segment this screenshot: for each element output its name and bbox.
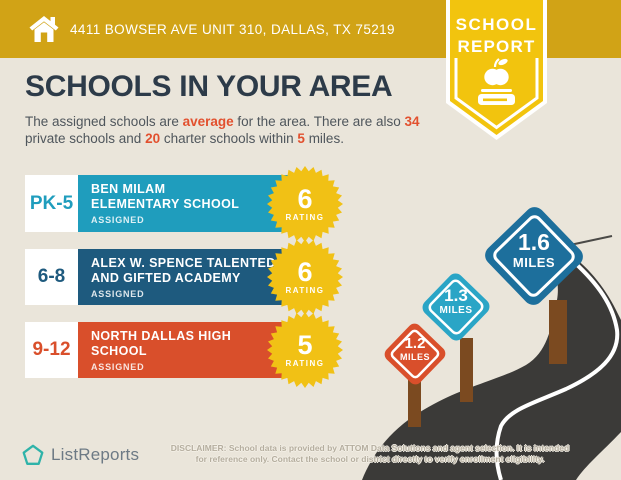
listreports-logo: ListReports — [22, 444, 139, 466]
sign-1-miles-label: MILES — [399, 352, 430, 362]
sign-1-distance: 1.2 — [404, 335, 426, 352]
sign-3-miles-label: MILES — [512, 255, 556, 270]
rating-badge-middle: 6 RATING — [267, 239, 343, 315]
assigned-label: ASSIGNED — [91, 288, 145, 299]
disclaimer-line-1: DISCLAIMER: School data is provided by A… — [170, 443, 570, 453]
ribbon-inner-outline — [454, 58, 539, 130]
listreports-house-icon — [22, 444, 44, 465]
road-shape — [362, 244, 621, 480]
intro-seg: charter schools within — [160, 130, 298, 146]
home-icon — [29, 16, 59, 42]
intro-seg: private schools and — [25, 130, 146, 146]
rating-badge-elementary: 6 RATING — [267, 166, 343, 242]
school-name-line2: ELEMENTARY SCHOOL — [91, 197, 240, 211]
rating-value: 5 — [297, 330, 313, 360]
rating-value: 6 — [297, 257, 313, 287]
intro-paragraph: The assigned schools are average for the… — [25, 114, 463, 147]
mile-sign-2 — [422, 273, 490, 341]
property-address: 4411 BOWSER AVE UNIT 310, DALLAS, TX 752… — [70, 21, 395, 37]
ribbon-body — [450, 0, 543, 135]
intro-seg: The assigned schools are — [25, 114, 183, 129]
grade-range-badge: 9-12 — [25, 322, 78, 378]
mile-sign-3-label: 1.6 MILES — [484, 229, 584, 271]
sign-2-miles-label: MILES — [439, 305, 473, 316]
school-bar: BEN MILAM ELEMENTARY SCHOOL ASSIGNED — [78, 175, 293, 232]
school-row-high: 9-12 NORTH DALLAS HIGH SCHOOL ASSIGNED — [25, 322, 293, 378]
intro-highlight-charter-count: 20 — [145, 130, 161, 146]
rating-badge-high: 5 RATING — [267, 312, 343, 388]
intro-highlight-average: average — [182, 114, 234, 129]
school-report-ribbon — [446, 0, 547, 140]
school-bar: ALEX W. SPENCE TALENTED AND GIFTED ACADE… — [78, 249, 293, 305]
assigned-label: ASSIGNED — [91, 361, 145, 372]
mile-sign-2-label: 1.3 MILES — [416, 286, 496, 317]
grade-range-badge: PK-5 — [25, 175, 78, 232]
school-name-line2: SCHOOL — [91, 343, 147, 358]
ribbon-line-report: REPORT — [457, 37, 536, 56]
school-name-line1: ALEX W. SPENCE TALENTED — [91, 255, 276, 270]
disclaimer-text: DISCLAIMER: School data is provided by A… — [160, 443, 580, 465]
sign-2-distance: 1.3 — [444, 286, 468, 305]
apple-books-icon — [478, 58, 515, 105]
sign-post-1 — [408, 378, 421, 427]
road-center-line — [494, 260, 620, 480]
mile-sign-3 — [485, 207, 583, 305]
disclaimer-line-2: for reference only. Contact the school o… — [195, 454, 545, 464]
school-row-elementary: PK-5 BEN MILAM ELEMENTARY SCHOOL ASSIGNE… — [25, 175, 293, 232]
intro-highlight-miles: 5 — [297, 130, 305, 146]
sign-3-distance: 1.6 — [518, 229, 550, 255]
school-row-middle: 6-8 ALEX W. SPENCE TALENTED AND GIFTED A… — [25, 249, 293, 305]
grade-range-badge: 6-8 — [25, 249, 78, 305]
ribbon-text: SCHOOL REPORT — [450, 15, 543, 57]
rating-label: RATING — [285, 213, 325, 222]
rating-label: RATING — [285, 286, 325, 295]
rating-label: RATING — [285, 359, 325, 368]
sign-post-2 — [460, 338, 473, 402]
page-title: SCHOOLS IN YOUR AREA — [25, 70, 393, 103]
mile-sign-1 — [384, 323, 446, 385]
brand-name: ListReports — [51, 445, 140, 464]
mile-sign-1-label: 1.2 MILES — [375, 335, 455, 363]
school-name-line2: AND GIFTED ACADEMY — [91, 270, 241, 285]
ribbon-line-school: SCHOOL — [455, 15, 538, 34]
school-bar: NORTH DALLAS HIGH SCHOOL ASSIGNED — [78, 322, 293, 378]
assigned-label: ASSIGNED — [91, 215, 145, 225]
intro-highlight-private-count: 34 — [404, 114, 420, 129]
sign-post-3 — [549, 300, 567, 364]
rating-value: 6 — [297, 184, 313, 214]
intro-seg: miles. — [304, 130, 344, 146]
school-name-line1: NORTH DALLAS HIGH — [91, 328, 232, 343]
school-name-line1: BEN MILAM — [91, 182, 166, 196]
intro-seg: for the area. There are also — [233, 114, 405, 129]
